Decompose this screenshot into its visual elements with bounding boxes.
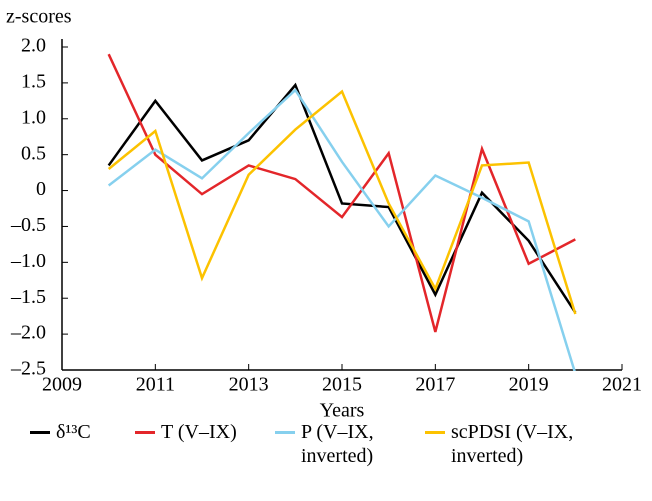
x-tick-label: 2017	[415, 374, 455, 396]
legend-item: T (V–IX)	[135, 420, 265, 468]
legend-label: scPDSI (V–IX, inverted)	[451, 421, 574, 467]
x-tick-label: 2009	[42, 374, 82, 396]
y-tick-label: –2.5	[10, 358, 46, 380]
series-line	[107, 82, 577, 314]
y-tick-label: –1.5	[10, 286, 46, 308]
x-tick-label: 2011	[136, 374, 175, 396]
x-tick-label: 2015	[322, 374, 362, 396]
chart: z-scores Years 2.0 1.5 1.0 0.5 0 –0.5 –1.0 –1.5…	[6, 6, 642, 420]
series-line	[107, 89, 577, 315]
legend-item: δ¹³C	[30, 420, 125, 468]
legend-label: T (V–IX)	[161, 421, 237, 443]
legend-swatch	[275, 431, 295, 434]
legend-swatch	[425, 431, 445, 434]
y-tick-label: 1.5	[21, 70, 46, 92]
y-tick-label: –1.0	[10, 250, 46, 272]
legend: δ¹³C T (V–IX) P (V–IX, inverted) scPDSI (V–…	[30, 420, 625, 468]
y-tick-label: –0.5	[10, 214, 46, 236]
legend-item: P (V–IX, inverted)	[275, 420, 415, 468]
legend-item: scPDSI (V–IX, inverted)	[425, 420, 615, 468]
x-tick-label: 2019	[509, 374, 549, 396]
x-axis-label: Years	[320, 400, 365, 420]
y-tick-label: 1.0	[21, 106, 46, 128]
legend-label: P (V–IX, inverted)	[301, 421, 374, 467]
legend-label: δ¹³C	[56, 421, 91, 443]
legend-swatch	[135, 431, 155, 434]
y-tick-label: 2.0	[21, 35, 46, 57]
series-line	[107, 53, 576, 333]
legend-swatch	[30, 431, 50, 434]
x-tick-label: 2013	[229, 374, 269, 396]
y-tick-label: –2.0	[10, 322, 46, 344]
series-line	[107, 88, 576, 371]
y-tick-label: 0	[36, 178, 46, 200]
y-axis-label: z-scores	[6, 6, 72, 28]
x-tick-label: 2021	[602, 374, 642, 396]
y-tick-label: 0.5	[21, 142, 46, 164]
